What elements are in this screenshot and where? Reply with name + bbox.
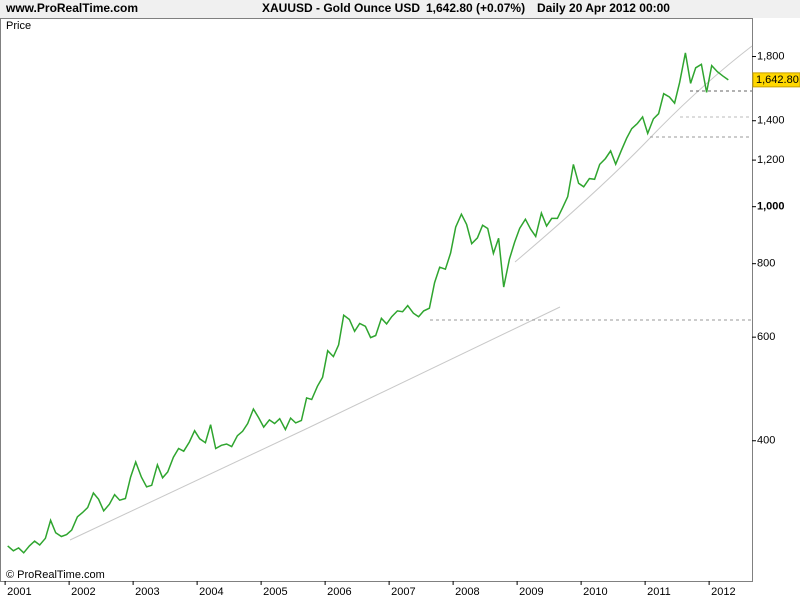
header-bar — [0, 0, 800, 18]
x-tick-label: 2011 — [647, 586, 671, 598]
plot-frame — [0, 18, 753, 582]
x-tick-label: 2010 — [583, 586, 607, 598]
x-tick-label: 2012 — [711, 586, 735, 598]
y-axis-label: Price — [6, 20, 31, 32]
trend-line — [514, 45, 753, 263]
copyright: © ProRealTime.com — [6, 569, 105, 581]
period: Daily 20 Apr 2012 00:00 — [537, 1, 670, 15]
y-tick-label: 800 — [757, 258, 775, 270]
y-tick-label: 1,800 — [757, 50, 785, 62]
x-tick-label: 2009 — [519, 586, 543, 598]
x-tick-label: 2003 — [135, 586, 159, 598]
last-value-label: 1,642.80 — [756, 74, 799, 86]
y-tick-label: 400 — [757, 435, 775, 447]
x-tick-label: 2006 — [327, 586, 351, 598]
y-tick-label: 1,400 — [757, 115, 785, 127]
trend-lines — [69, 45, 753, 541]
site-name: www.ProRealTime.com — [5, 1, 138, 15]
x-tick-label: 2007 — [391, 586, 415, 598]
y-tick-label: 1,000 — [757, 201, 785, 213]
price-line — [7, 52, 729, 554]
instrument: XAUUSD - Gold Ounce USD — [262, 1, 420, 15]
x-tick-label: 2008 — [455, 586, 479, 598]
x-tick-label: 2004 — [199, 586, 223, 598]
y-tick-label: 1,200 — [757, 154, 785, 166]
quote: 1,642.80 (+0.07%) — [426, 1, 525, 15]
x-tick-label: 2002 — [71, 586, 95, 598]
trend-line — [307, 306, 561, 429]
trend-line — [69, 427, 309, 541]
x-tick-label: 2005 — [263, 586, 287, 598]
last-value-box — [752, 72, 800, 88]
y-tick-label: 600 — [757, 331, 775, 343]
x-tick-label: 2001 — [7, 586, 31, 598]
